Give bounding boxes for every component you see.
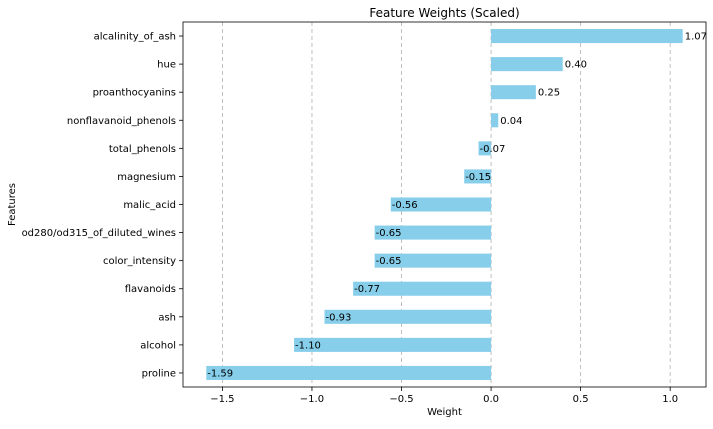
- bar-alcohol: [294, 337, 492, 352]
- bar-value-label: -0.65: [376, 256, 402, 267]
- label-layer: 1.07 0.40 0.25 0.04 -0.07 -0.15 -0.56 -0.65 -0.6…: [207, 32, 707, 380]
- x-tick-label: −0.5: [389, 394, 413, 405]
- x-tick-label: 0.5: [573, 394, 589, 405]
- bar-proanthocyanins: [491, 85, 536, 100]
- bar-value-label: 1.07: [685, 32, 707, 43]
- y-tick-label: od280/od315_of_diluted_wines: [22, 228, 176, 239]
- y-tick-label: flavanoids: [125, 284, 176, 295]
- x-tick-label: 1.0: [662, 394, 678, 405]
- bar-value-label: 0.40: [565, 60, 587, 71]
- y-tick-label: proline: [142, 368, 176, 379]
- y-tick-label: proanthocyanins: [93, 88, 176, 99]
- bar-value-label: -1.10: [295, 340, 321, 351]
- bar-malic-acid: [390, 197, 492, 212]
- y-tick-label: hue: [157, 60, 176, 71]
- x-tick-label: 0.0: [483, 394, 499, 405]
- bar-value-label: 0.25: [538, 88, 560, 99]
- bar-alcalinity-of-ash: [491, 29, 683, 44]
- bar-ash: [324, 309, 492, 324]
- bar-flavanoids: [353, 281, 492, 296]
- y-tick-label: ash: [158, 312, 176, 323]
- bar-color-intensity: [374, 253, 492, 268]
- bar-total-phenols: [478, 141, 492, 156]
- bar-value-label: -0.93: [325, 312, 351, 323]
- tick-layer: −1.5 −1.0 −0.5 0.0 0.5 1.0 alcalinity_of_ashhu…: [22, 32, 679, 405]
- bar-layer: [206, 29, 683, 380]
- bar-value-label: -1.59: [207, 368, 233, 379]
- y-tick-label: malic_acid: [123, 200, 176, 211]
- y-tick-label: nonflavanoid_phenols: [67, 116, 176, 127]
- bar-value-label: -0.56: [392, 200, 418, 211]
- chart-title: Feature Weights (Scaled): [369, 6, 519, 20]
- y-axis-label: Features: [7, 183, 18, 226]
- y-tick-label: total_phenols: [109, 144, 176, 155]
- y-tick-label: magnesium: [117, 172, 176, 183]
- x-axis-label: Weight: [427, 407, 462, 418]
- bar-proline: [206, 365, 492, 380]
- bar-value-label: -0.07: [480, 144, 506, 155]
- x-tick-label: −1.0: [300, 394, 324, 405]
- y-tick-label: alcohol: [140, 340, 176, 351]
- y-tick-label: alcalinity_of_ash: [94, 32, 176, 43]
- bar-magnesium: [464, 169, 492, 184]
- bar-value-label: -0.65: [376, 228, 402, 239]
- bar-hue: [491, 57, 563, 72]
- y-tick-label: color_intensity: [103, 256, 176, 267]
- bar-value-label: -0.77: [354, 284, 380, 295]
- bar-nonflavanoid-phenols: [491, 113, 499, 128]
- x-tick-label: −1.5: [210, 394, 234, 405]
- bar-od280-od315-of-diluted-wines: [374, 225, 492, 240]
- bar-value-label: 0.04: [500, 116, 522, 127]
- bar-value-label: -0.15: [465, 172, 491, 183]
